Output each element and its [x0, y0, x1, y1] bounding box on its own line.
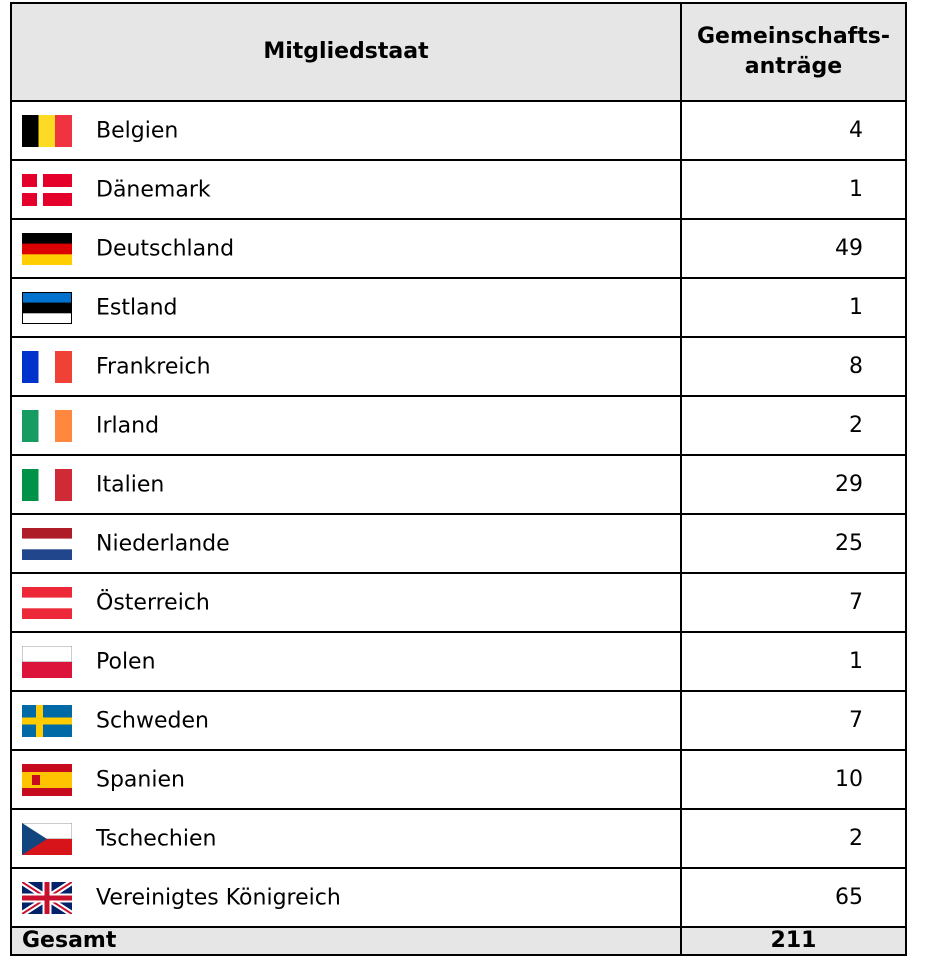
country-cell: Niederlande	[10, 513, 682, 574]
country-name: Österreich	[96, 590, 210, 615]
country-cell: Dänemark	[10, 159, 682, 220]
flag	[22, 586, 72, 619]
count-cell: 49	[680, 218, 907, 279]
count-cell: 2	[680, 395, 907, 456]
country-name: Tschechien	[96, 826, 217, 851]
row: Deutschland 49	[10, 218, 907, 279]
flag	[21, 822, 73, 855]
flag	[22, 350, 72, 383]
row: Italien 29	[10, 454, 907, 515]
row: Frankreich 8	[10, 336, 907, 397]
country-name: Frankreich	[96, 354, 211, 379]
row: Belgien 4	[10, 100, 907, 161]
count-cell: 65	[680, 867, 907, 928]
country-cell: Frankreich	[10, 336, 682, 397]
country-name: Estland	[96, 295, 178, 320]
count-cell: 7	[680, 572, 907, 633]
header-line: anträge	[744, 54, 843, 79]
row: Tschechien 2	[10, 808, 907, 869]
country-name: Schweden	[96, 708, 209, 733]
country-cell: Italien	[10, 454, 682, 515]
count-cell: 10	[680, 749, 907, 810]
flag	[20, 878, 74, 917]
row: Spanien 10	[10, 749, 907, 810]
flag	[22, 704, 72, 737]
country-cell: Deutschland	[10, 218, 682, 279]
count-cell: 25	[680, 513, 907, 574]
country-cell: Österreich	[10, 572, 682, 633]
flag	[22, 409, 72, 442]
flag	[22, 173, 72, 206]
country-name: Irland	[96, 413, 160, 438]
flag	[22, 291, 72, 324]
country-name: Vereinigtes Königreich	[96, 885, 341, 910]
country-name: Niederlande	[96, 531, 230, 556]
row: Irland 2	[10, 395, 907, 456]
row: Österreich 7	[10, 572, 907, 633]
country-cell: Vereinigtes Königreich	[10, 867, 682, 928]
flag	[22, 468, 72, 501]
country-cell: Irland	[10, 395, 682, 456]
country-cell: Spanien	[10, 749, 682, 810]
country-name: Spanien	[96, 767, 185, 792]
count-cell: 1	[680, 159, 907, 220]
flag	[22, 114, 72, 147]
total-row: Gesamt 211	[10, 926, 907, 956]
row: Polen 1	[10, 631, 907, 692]
total-count: 211	[680, 926, 907, 956]
count-cell: 1	[680, 277, 907, 338]
flag	[22, 527, 72, 560]
count-cell: 8	[680, 336, 907, 397]
flag	[22, 232, 72, 265]
header-count: Gemeinschafts-anträge	[680, 2, 907, 102]
country-cell: Polen	[10, 631, 682, 692]
row: Schweden 7	[10, 690, 907, 751]
header-country: Mitgliedstaat	[10, 2, 682, 102]
count-cell: 7	[680, 690, 907, 751]
country-cell: Estland	[10, 277, 682, 338]
country-cell: Belgien	[10, 100, 682, 161]
flag	[21, 645, 73, 678]
country-name: Polen	[96, 649, 156, 674]
table-body: Belgien 4 Dänemark 1 Deutschland 49 Estland 1 Fr…	[10, 100, 907, 956]
row: Vereinigtes Königreich 65	[10, 867, 907, 928]
row: Estland 1	[10, 277, 907, 338]
country-name: Belgien	[96, 118, 179, 143]
count-cell: 4	[680, 100, 907, 161]
country-name: Deutschland	[96, 236, 235, 261]
row: Niederlande 25	[10, 513, 907, 574]
country-cell: Schweden	[10, 690, 682, 751]
members-table: Mitgliedstaat Gemeinschafts-anträge Belg…	[10, 2, 907, 956]
count-cell: 2	[680, 808, 907, 869]
header-row: Mitgliedstaat Gemeinschafts-anträge	[10, 2, 907, 102]
header-line: Gemeinschafts-	[697, 24, 890, 49]
flag	[22, 763, 72, 796]
count-cell: 1	[680, 631, 907, 692]
row: Dänemark 1	[10, 159, 907, 220]
country-name: Italien	[96, 472, 165, 497]
count-cell: 29	[680, 454, 907, 515]
country-name: Dänemark	[96, 177, 211, 202]
total-label: Gesamt	[10, 926, 682, 956]
country-cell: Tschechien	[10, 808, 682, 869]
